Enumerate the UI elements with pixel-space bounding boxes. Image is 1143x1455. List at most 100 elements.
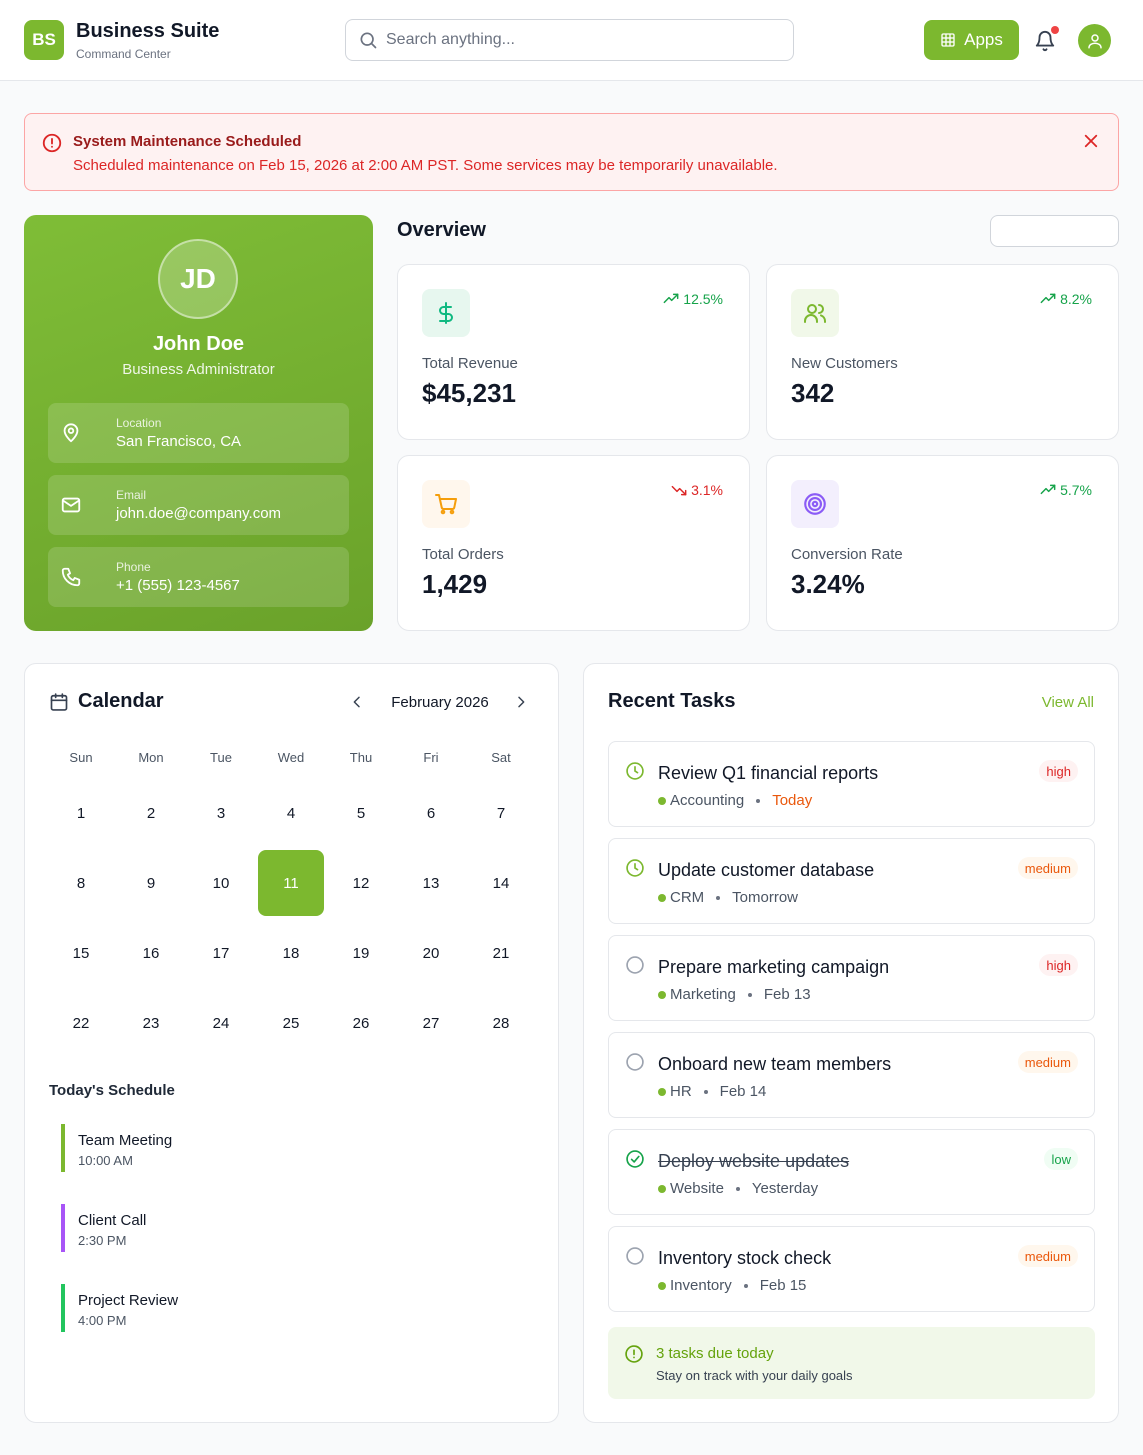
schedule-event[interactable]: Client Call 2:30 PM <box>61 1204 146 1252</box>
calendar-day[interactable]: 22 <box>72 1014 90 1032</box>
stat-value: 342 <box>791 378 835 408</box>
task-due: Tomorrow <box>732 889 799 906</box>
task-item[interactable]: Prepare marketing campaign Marketing Feb… <box>608 935 1095 1021</box>
calendar-day[interactable]: 10 <box>212 874 230 892</box>
overview-title: Overview <box>397 219 486 241</box>
stat-label: Total Revenue <box>422 355 518 372</box>
priority-badge: high <box>1039 760 1078 782</box>
period-select[interactable] <box>990 215 1119 247</box>
calendar-day[interactable]: 25 <box>282 1014 300 1032</box>
calendar-day[interactable]: 18 <box>282 944 300 962</box>
info-value: San Francisco, CA <box>116 433 242 450</box>
task-item[interactable]: Onboard new team members HR Feb 14 mediu… <box>608 1032 1095 1118</box>
calendar-day[interactable]: 21 <box>492 944 510 962</box>
stat-label: Total Orders <box>422 546 504 563</box>
task-category: Marketing <box>670 986 736 1003</box>
grid-icon <box>940 32 956 48</box>
stat-value: $45,231 <box>422 378 516 408</box>
clock-icon[interactable] <box>625 761 645 781</box>
priority-badge: medium <box>1017 1051 1078 1073</box>
calendar-day[interactable]: 4 <box>286 804 296 822</box>
event-name: Project Review <box>78 1292 179 1309</box>
task-meta: Marketing Feb 13 <box>658 986 811 1003</box>
apps-button-label: Apps <box>964 30 1003 49</box>
weekday-label: Wed <box>277 750 305 765</box>
calendar-day[interactable]: 6 <box>426 804 436 822</box>
task-meta: CRM Tomorrow <box>658 889 798 906</box>
circle-icon[interactable] <box>625 955 645 975</box>
task-category: Accounting <box>670 792 745 809</box>
schedule-event[interactable]: Team Meeting 10:00 AM <box>61 1124 172 1172</box>
calendar-day[interactable]: 3 <box>216 804 226 822</box>
weekday-label: Sun <box>69 750 93 765</box>
task-due: Yesterday <box>751 1180 819 1197</box>
task-name: Onboard new team members <box>658 1054 892 1074</box>
task-item[interactable]: Deploy website updates Website Yesterday… <box>608 1129 1095 1215</box>
calendar-day[interactable]: 9 <box>146 874 156 892</box>
chevron-left-icon[interactable] <box>347 692 367 712</box>
calendar-day[interactable]: 24 <box>212 1014 230 1032</box>
calendar-day[interactable]: 5 <box>356 804 366 822</box>
calendar-day[interactable]: 19 <box>352 944 370 962</box>
clock-icon[interactable] <box>625 858 645 878</box>
app-subtitle: Command Center <box>76 47 171 61</box>
task-item[interactable]: Review Q1 financial reports Accounting T… <box>608 741 1095 827</box>
user-menu-button[interactable] <box>1078 24 1111 57</box>
category-dot <box>658 990 666 999</box>
notifications-button[interactable] <box>1030 26 1060 56</box>
weekday-label: Thu <box>349 750 373 765</box>
calendar-day[interactable]: 16 <box>142 944 160 962</box>
view-all-link[interactable]: View All <box>1041 694 1094 711</box>
category-dot <box>658 1281 666 1290</box>
calendar-day[interactable]: 8 <box>76 874 86 892</box>
dollar-icon <box>422 289 470 337</box>
stat-card-customers: 8.2% New Customers 342 <box>766 264 1119 440</box>
info-value[interactable]: john.doe@company.com <box>116 505 282 522</box>
calendar-day[interactable]: 12 <box>352 874 370 892</box>
calendar-day[interactable]: 28 <box>492 1014 510 1032</box>
task-item[interactable]: Inventory stock check Inventory Feb 15 m… <box>608 1226 1095 1312</box>
calendar-card: Calendar February 2026 Sun Mon Tue Wed Thu Fr… <box>24 663 559 1423</box>
schedule-event[interactable]: Project Review 4:00 PM <box>61 1284 178 1332</box>
trend-up-icon <box>663 291 679 307</box>
circle-icon[interactable] <box>625 1246 645 1266</box>
calendar-day[interactable]: 26 <box>352 1014 370 1032</box>
task-name: Deploy website updates <box>658 1151 850 1171</box>
stat-change-value: 5.7% <box>1060 482 1092 498</box>
meta-separator <box>735 1186 740 1191</box>
calendar-day[interactable]: 27 <box>422 1014 440 1032</box>
priority-badge: low <box>1044 1148 1078 1170</box>
calendar-day[interactable]: 7 <box>496 804 506 822</box>
profile-location: Location San Francisco, CA <box>48 403 349 463</box>
task-item[interactable]: Update customer database CRM Tomorrow me… <box>608 838 1095 924</box>
check-circle-icon[interactable] <box>625 1149 645 1169</box>
circle-icon[interactable] <box>625 1052 645 1072</box>
calendar-day[interactable]: 2 <box>146 804 156 822</box>
search-box[interactable] <box>345 19 794 61</box>
stat-change-value: 3.1% <box>691 482 723 498</box>
calendar-day[interactable]: 23 <box>142 1014 160 1032</box>
info-label: Phone <box>116 560 151 574</box>
chevron-right-icon[interactable] <box>511 692 531 712</box>
info-value[interactable]: +1 (555) 123-4567 <box>116 577 240 594</box>
app-logo[interactable]: BS <box>24 20 64 60</box>
priority-badge: medium <box>1017 857 1078 879</box>
task-category: CRM <box>670 889 705 906</box>
search-input[interactable] <box>386 31 766 49</box>
calendar-day[interactable]: 13 <box>422 874 440 892</box>
close-icon[interactable] <box>1082 132 1100 150</box>
meta-separator <box>747 992 752 997</box>
calendar-day[interactable]: 1 <box>76 804 86 822</box>
stat-change-value: 8.2% <box>1060 291 1092 307</box>
app-title: Business Suite <box>76 20 220 42</box>
event-time: 2:30 PM <box>78 1233 127 1248</box>
calendar-day[interactable]: 20 <box>422 944 440 962</box>
calendar-day[interactable]: 15 <box>72 944 90 962</box>
weekday-label: Mon <box>138 750 164 765</box>
calendar-day[interactable]: 14 <box>492 874 510 892</box>
calendar-day-selected[interactable]: 11 <box>258 850 324 916</box>
search-icon <box>358 30 378 50</box>
apps-button[interactable]: Apps <box>924 20 1019 60</box>
calendar-day[interactable]: 17 <box>212 944 230 962</box>
map-pin-icon <box>60 422 82 444</box>
